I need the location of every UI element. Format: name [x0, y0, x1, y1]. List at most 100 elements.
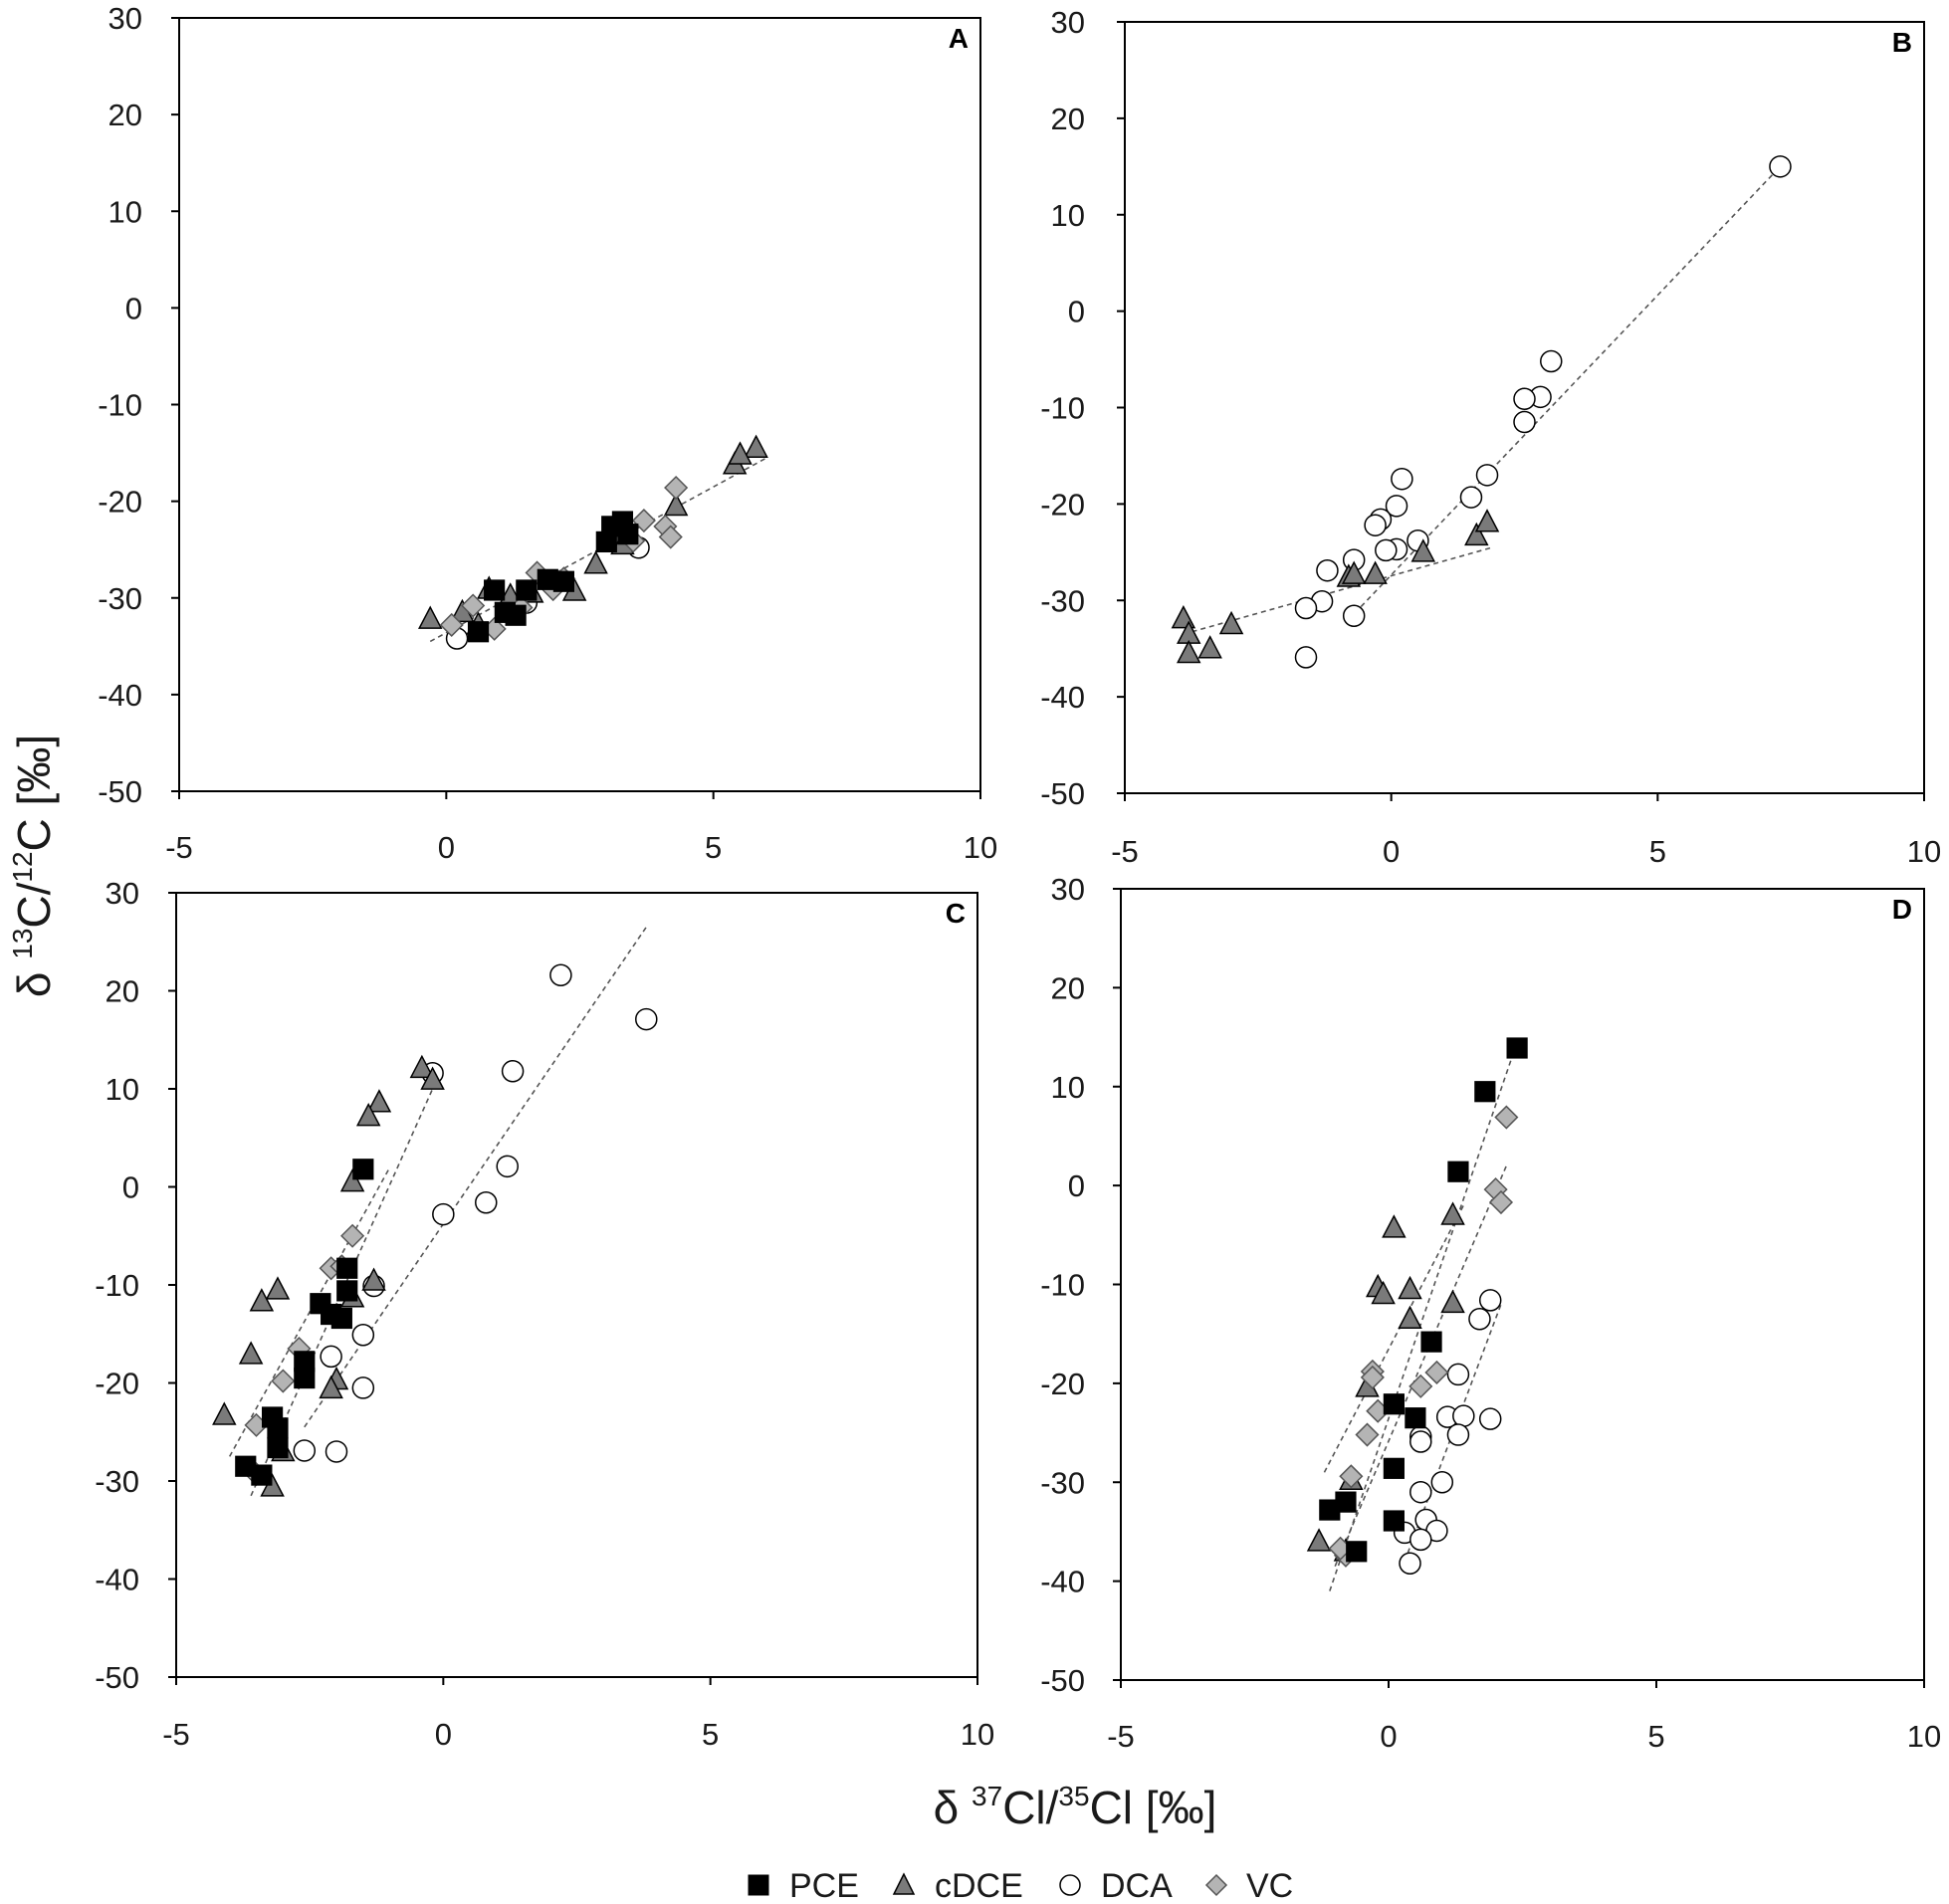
cdce-point	[1440, 1201, 1465, 1225]
legend-dca-label: DCA	[1101, 1867, 1173, 1904]
y-tick-label: 0	[125, 291, 142, 325]
x-tick-label: 0	[1383, 834, 1400, 869]
vc-point	[439, 612, 464, 638]
pce-point	[1383, 1510, 1405, 1532]
vc-point	[1424, 1360, 1449, 1385]
dca-point	[1769, 155, 1792, 178]
y-tick-label: -20	[98, 485, 142, 520]
pce-point	[1506, 1037, 1528, 1059]
dca-point	[1375, 538, 1398, 562]
y-tick-label: 10	[1051, 198, 1085, 233]
y-tick-label: 30	[1051, 872, 1085, 907]
pce-point	[267, 1436, 289, 1459]
dca-point	[1409, 1430, 1432, 1453]
y-tick-label: 0	[122, 1170, 139, 1205]
cdce-point	[1398, 1305, 1422, 1330]
dca-point	[1399, 1552, 1421, 1575]
legend-pce-label: PCE	[789, 1867, 859, 1904]
dca-point	[1385, 495, 1408, 518]
x-tick-label: 0	[1380, 1719, 1397, 1754]
legend-item-vc: VC	[1204, 1867, 1293, 1904]
dca-point	[549, 963, 572, 986]
x-tick-label: -5	[1111, 834, 1139, 869]
y-tick-label: 20	[1051, 970, 1085, 1005]
y-tick-label: -40	[95, 1563, 139, 1597]
dca-point	[1540, 349, 1563, 373]
cdce-point	[339, 1167, 365, 1192]
cdce-point	[1410, 538, 1436, 562]
cdce-point	[1398, 1275, 1422, 1300]
y-tick-label: 20	[1051, 102, 1085, 136]
x-tick-label: 10	[1907, 834, 1941, 869]
cdce-point	[744, 434, 768, 458]
y-tick-label: -30	[1040, 1465, 1085, 1500]
y-tick-label: -10	[95, 1268, 139, 1303]
cdce-point	[212, 1401, 237, 1425]
x-tick-label: -5	[165, 830, 193, 865]
pce-point	[1447, 1161, 1469, 1182]
dca-point	[1316, 558, 1339, 582]
y-tick-label: 10	[108, 194, 142, 229]
vc-point	[271, 1369, 296, 1393]
dca-point	[1342, 604, 1366, 627]
panel-a-plot-frame	[178, 17, 981, 792]
vc-point	[1339, 1464, 1364, 1489]
y-tick-label: 0	[1068, 1168, 1085, 1203]
y-tick-label: -30	[98, 581, 142, 616]
dca-point	[1409, 1528, 1432, 1552]
dca-point	[496, 1155, 519, 1178]
vc-point	[664, 475, 689, 501]
pce-point	[467, 621, 490, 643]
y-tick-label: 30	[106, 876, 139, 911]
pce-point	[1383, 1393, 1405, 1415]
dca-point	[1409, 1480, 1432, 1504]
dca-point	[1513, 410, 1536, 434]
pce-point	[352, 1159, 374, 1180]
dca-point	[351, 1323, 375, 1347]
legend-item-dca: DCA	[1059, 1867, 1173, 1904]
vc-point	[1494, 1105, 1519, 1130]
dca-point	[1364, 514, 1387, 536]
vc-point	[1488, 1189, 1514, 1215]
x-tick-label: 5	[1647, 1719, 1664, 1754]
x-tick-label: 10	[1907, 1719, 1941, 1754]
legend-vc-diamond-icon	[1204, 1873, 1228, 1897]
dca-point	[501, 1060, 525, 1083]
y-tick-label: -30	[1040, 583, 1085, 618]
y-tick-label: 20	[106, 974, 139, 1009]
x-tick-label: 0	[435, 1717, 452, 1752]
cdce-point	[366, 1089, 392, 1113]
dca-point	[1446, 1423, 1470, 1446]
dca-point	[351, 1376, 375, 1399]
cdce-point	[1197, 635, 1222, 659]
cdce-point	[728, 441, 753, 465]
x-tick-label: 10	[964, 830, 997, 865]
pce-point	[1319, 1499, 1341, 1521]
trendline	[1323, 1204, 1465, 1473]
pce-point	[1383, 1457, 1405, 1479]
vc-point	[631, 508, 656, 533]
y-tick-label: 10	[106, 1072, 139, 1107]
trendline	[228, 1166, 391, 1457]
cdce-point	[417, 605, 443, 629]
legend-dca-circle-icon	[1059, 1874, 1081, 1896]
cdce-point	[1218, 610, 1244, 635]
cdce-point	[1306, 1528, 1332, 1552]
x-tick-label: 0	[438, 830, 455, 865]
y-tick-label: -10	[1040, 1268, 1085, 1303]
y-tick-label: -20	[95, 1367, 139, 1401]
dca-point	[1478, 1289, 1502, 1312]
pce-point	[617, 524, 639, 545]
dca-point	[1294, 596, 1318, 620]
dca-point	[1478, 1407, 1502, 1430]
dca-point	[432, 1202, 455, 1226]
vc-point	[1408, 1374, 1433, 1398]
trendline	[1334, 1164, 1508, 1568]
dca-point	[1430, 1471, 1454, 1494]
legend: PCE cDCE DCA VC	[748, 1867, 1293, 1904]
vc-point	[340, 1223, 365, 1248]
cdce-point	[1171, 605, 1196, 629]
cdce-point	[1382, 1214, 1407, 1238]
